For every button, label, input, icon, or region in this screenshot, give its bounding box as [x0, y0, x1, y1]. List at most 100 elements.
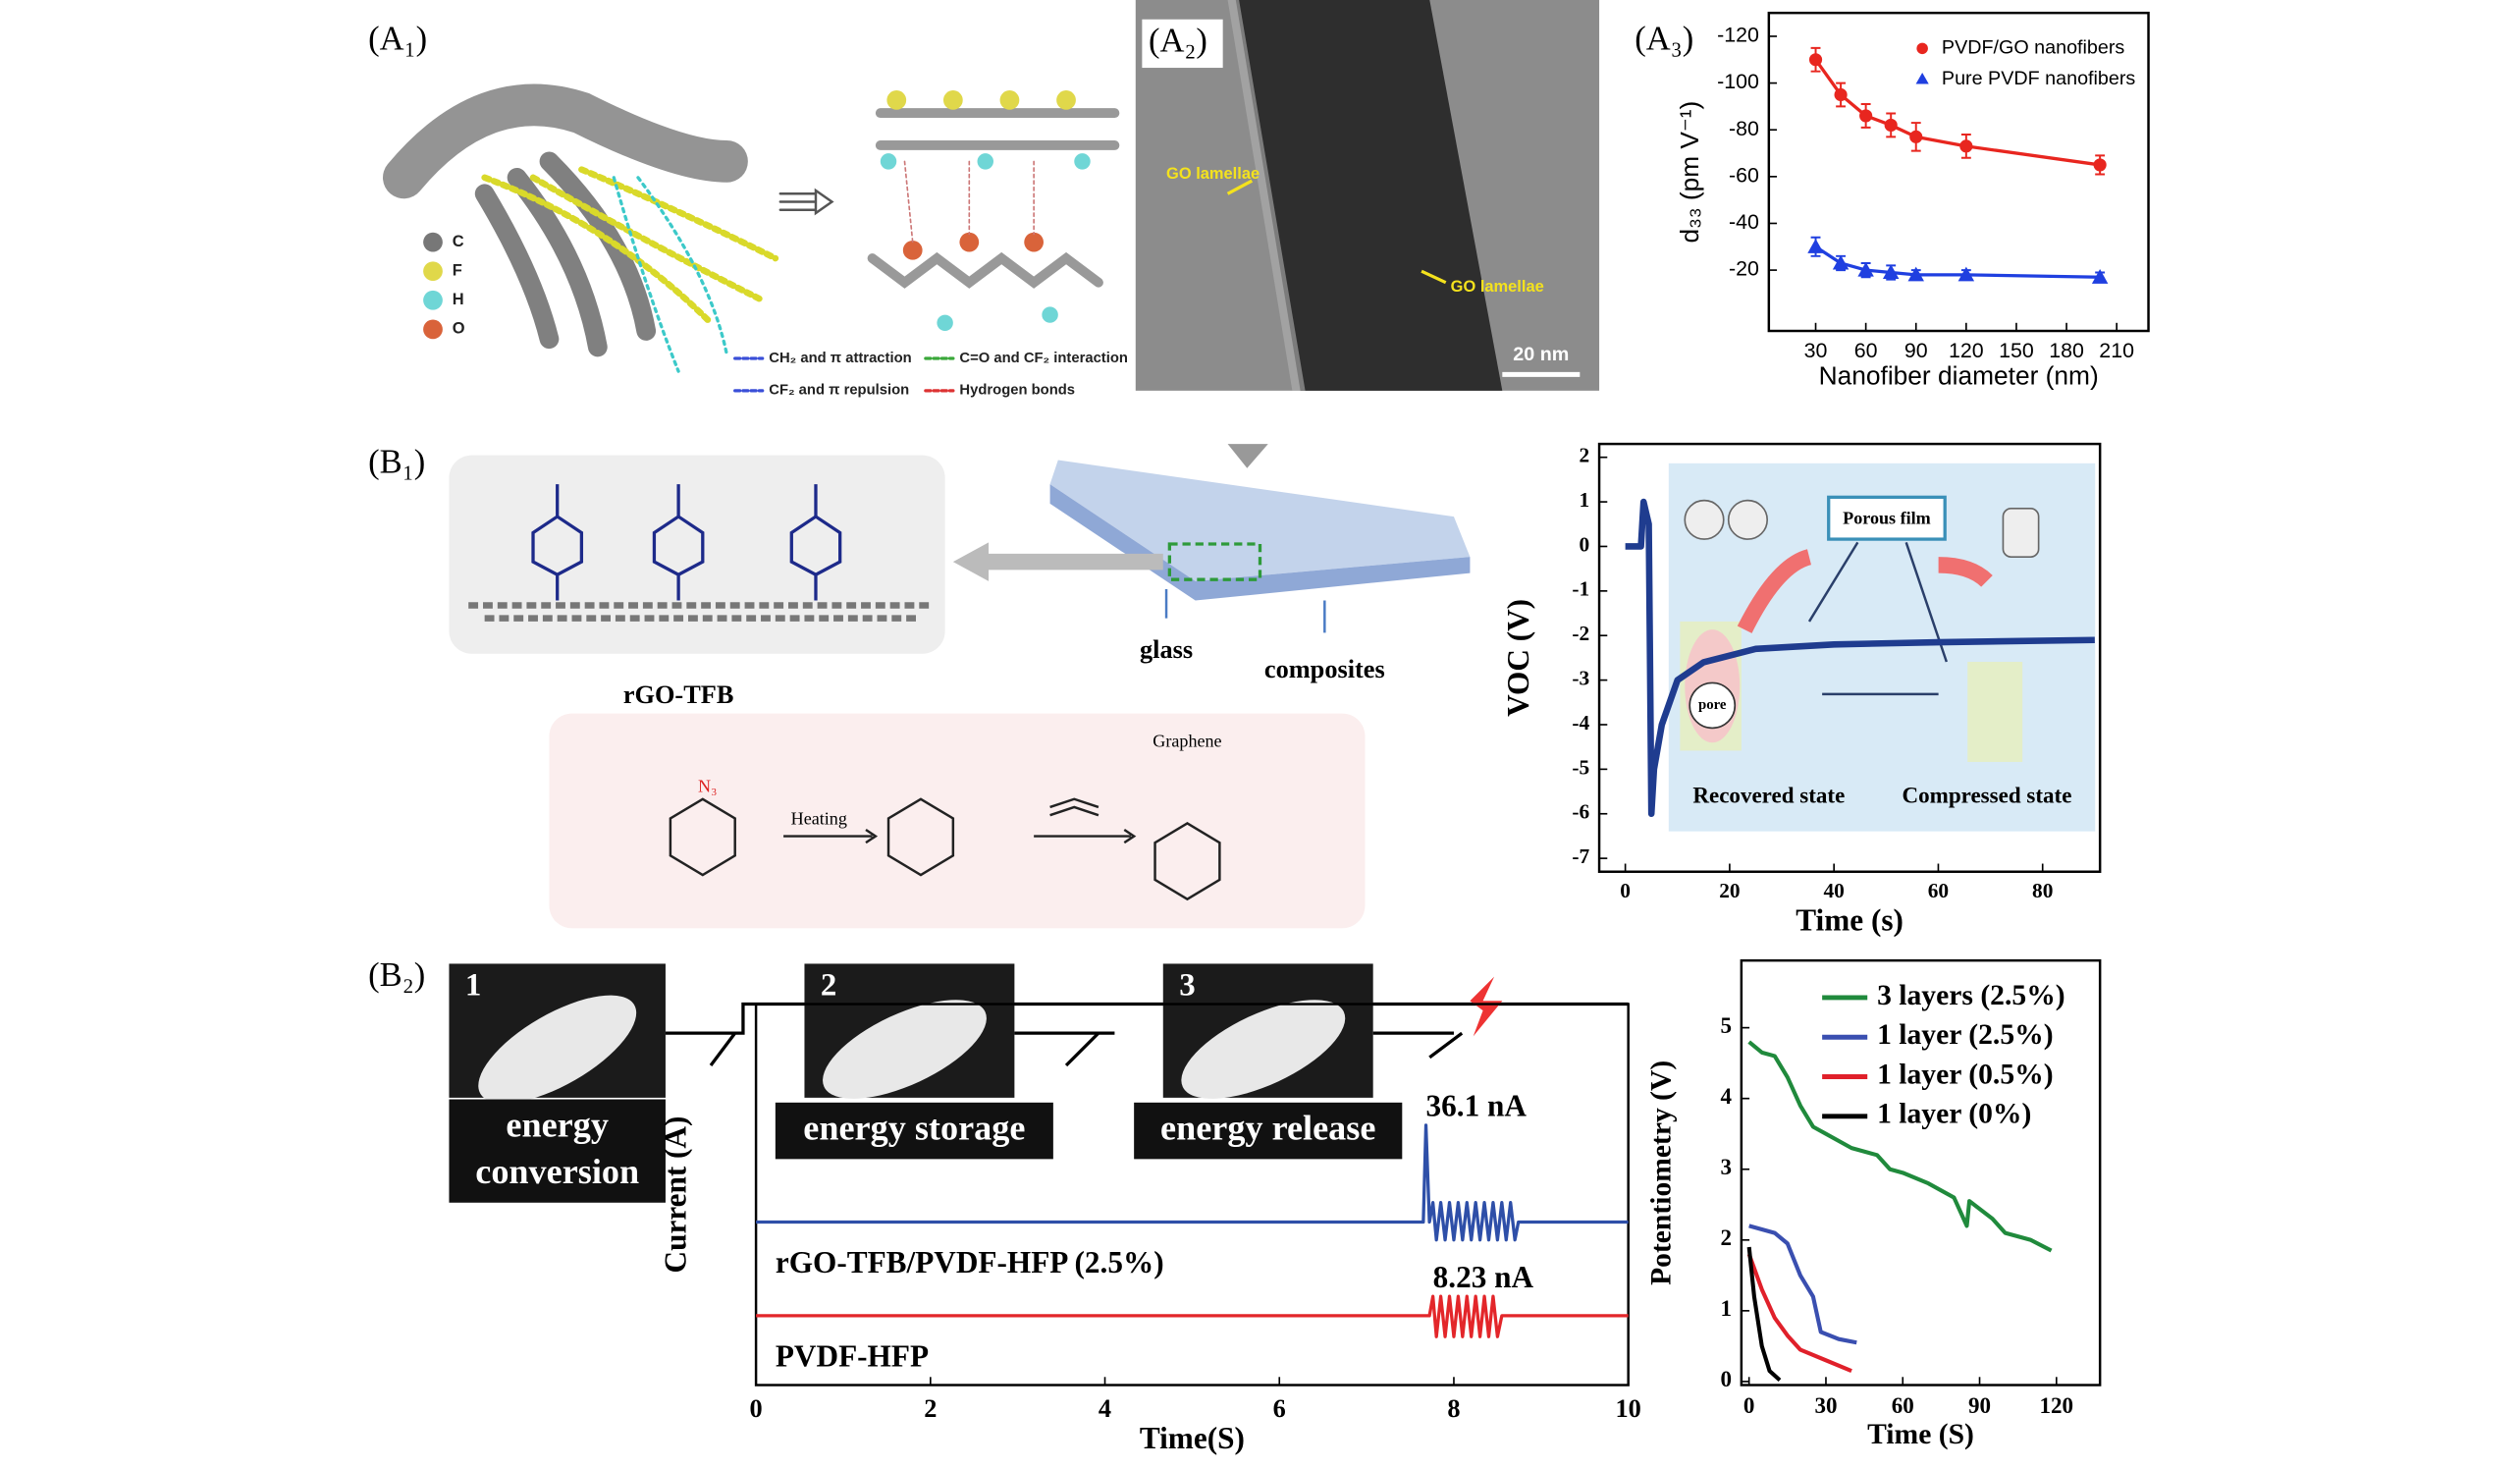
interaction-label: Hydrogen bonds: [959, 383, 1075, 399]
panel-label: (B₂): [368, 956, 425, 994]
legend-label: 1 layer (0.5%): [1877, 1059, 2054, 1090]
x-tick-label: 40: [1823, 879, 1844, 902]
data-point: [1834, 87, 1848, 102]
a1-diagram: [382, 83, 1120, 393]
data-point: [1859, 109, 1873, 123]
data-point: [1959, 139, 1973, 153]
legend-label: PVDF/GO nanofibers: [1942, 37, 2125, 59]
atom-label: O: [453, 320, 465, 338]
data-point: [1807, 239, 1824, 253]
step-number: 2: [821, 968, 836, 1004]
legend-marker: [1915, 72, 1929, 84]
y-tick-label: -60: [1729, 163, 1759, 187]
plot-frame: [754, 1003, 1630, 1387]
interaction-label: CF₂ and π repulsion: [769, 383, 909, 399]
plot-frame: [1767, 11, 2150, 333]
step-number: 3: [1179, 968, 1195, 1004]
data-point: [1832, 254, 1850, 270]
atom-label: H: [453, 291, 464, 308]
y-axis-label: VOC (V): [1501, 599, 1535, 717]
x-tick-label: 120: [1949, 339, 1984, 362]
data-point: [1957, 266, 1975, 282]
step-label: energy release: [1160, 1109, 1375, 1148]
data-point: [1907, 266, 1924, 282]
x-tick-label: 60: [1928, 879, 1949, 902]
x-tick-label: 80: [2032, 879, 2053, 902]
atom-label: C: [453, 233, 464, 250]
annotation: 36.1 nA: [1426, 1089, 1528, 1123]
film-label: Porous film: [1843, 509, 1931, 528]
x-tick-label: 90: [1904, 339, 1928, 362]
data-point: [1909, 130, 1923, 143]
plot-frame: [1740, 958, 2102, 1387]
x-tick-label: 210: [2099, 339, 2134, 362]
product-label: Graphene: [1153, 731, 1221, 750]
legend-label: 1 layer (2.5%): [1877, 1019, 2054, 1051]
panel-label: (A₁): [368, 21, 427, 58]
x-tick-label: 4: [1099, 1394, 1111, 1423]
y-tick-label: 0: [1579, 532, 1589, 556]
data-line: [756, 1294, 1629, 1338]
y-tick-label: 5: [1720, 1012, 1732, 1038]
y-tick-label: -20: [1729, 257, 1759, 281]
substrate-label: composites: [1264, 655, 1385, 683]
legend-label: 3 layers (2.5%): [1877, 980, 2065, 1011]
x-axis-label: Nanofiber diameter (nm): [1819, 361, 2099, 391]
x-tick-label: 60: [1854, 339, 1878, 362]
state-label: Recovered state: [1692, 782, 1845, 807]
y-tick-label: -100: [1717, 70, 1759, 93]
data-point: [1884, 118, 1898, 133]
y-tick-label: -2: [1572, 622, 1589, 645]
y-axis-label: Potentiometry (V): [1646, 1061, 1678, 1285]
data-line: [1625, 498, 2095, 818]
pore-label: pore: [1698, 697, 1727, 713]
panel-label: (A₂): [1149, 22, 1207, 59]
plot-frame: [1597, 442, 2102, 873]
y-tick-label: 0: [1720, 1366, 1732, 1391]
data-point: [2093, 158, 2107, 172]
x-tick-label: 0: [1743, 1392, 1755, 1418]
x-tick-label: 10: [1616, 1394, 1641, 1423]
y-tick-label: -120: [1717, 24, 1759, 47]
b2-photos: [449, 963, 1629, 1203]
tem-image: [1135, 0, 1600, 391]
y-tick-label: 4: [1720, 1083, 1732, 1109]
x-tick-label: 180: [2049, 339, 2084, 362]
data-line: [1746, 1246, 1782, 1382]
y-tick-label: -7: [1572, 844, 1589, 868]
series-label: rGO-TFB/PVDF-HFP (2.5%): [776, 1245, 1164, 1279]
x-tick-label: 8: [1447, 1394, 1460, 1423]
y-tick-label: 1: [1720, 1295, 1732, 1321]
y-tick-label: -80: [1729, 117, 1759, 140]
x-tick-label: 0: [750, 1394, 763, 1423]
step-number: 1: [465, 968, 481, 1004]
b1-diagram: [449, 444, 2096, 929]
legend-label: 1 layer (0%): [1877, 1099, 2031, 1130]
x-tick-label: 150: [1999, 339, 2034, 362]
reagent-label: N₃: [698, 776, 717, 795]
x-tick-label: 20: [1719, 879, 1740, 902]
x-tick-label: 90: [1968, 1392, 1991, 1418]
step-label: conversion: [475, 1152, 639, 1191]
annotation: GO lamellae: [1451, 278, 1544, 296]
step-label: energy storage: [803, 1109, 1025, 1148]
y-tick-label: -4: [1572, 711, 1589, 734]
y-tick-label: 2: [1579, 444, 1589, 467]
x-tick-label: 6: [1273, 1394, 1286, 1423]
x-tick-label: 30: [1814, 1392, 1837, 1418]
y-tick-label: 2: [1720, 1224, 1732, 1250]
data-line: [756, 1123, 1629, 1242]
annotation: 8.23 nA: [1433, 1260, 1534, 1294]
legend-marker: [1916, 42, 1928, 55]
panel-label: (A₃): [1635, 21, 1693, 58]
y-tick-label: -40: [1729, 210, 1759, 234]
step-label: energy: [506, 1105, 609, 1144]
x-tick-label: 30: [1804, 339, 1828, 362]
reaction-step: Heating: [791, 808, 847, 828]
panel-label: (B₁): [368, 443, 425, 480]
y-tick-label: 1: [1579, 488, 1589, 512]
y-tick-label: -1: [1572, 577, 1589, 601]
y-axis-label: d₃₃ (pm V⁻¹): [1675, 101, 1704, 244]
